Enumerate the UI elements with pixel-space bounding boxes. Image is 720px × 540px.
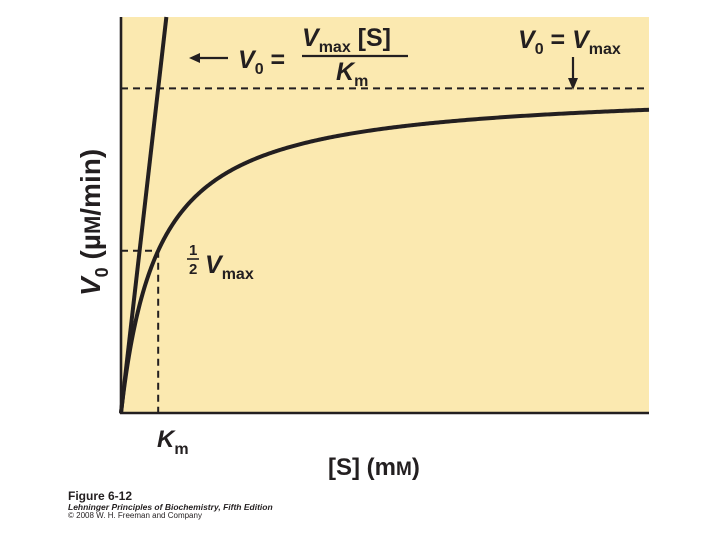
caption-copyright: © 2008 W. H. Freeman and Company	[68, 510, 202, 520]
km-tick-label: Km	[157, 426, 189, 458]
slope-eq-denominator: Km	[336, 58, 368, 90]
x-axis-title: [S] (mM)	[328, 454, 420, 481]
arrow-head-down	[568, 78, 578, 90]
arrow-head-left	[189, 53, 200, 63]
figure-caption: Figure 6-12 Lehninger Principles of Bioc…	[68, 490, 273, 520]
slope-eq-lhs: V0 =	[238, 46, 285, 78]
half-den: 2	[189, 261, 197, 278]
michaelis-menten-curve	[119, 107, 650, 415]
half-num: 1	[189, 242, 197, 259]
caption-book: Lehninger Principles of Biochemistry, Fi…	[68, 501, 273, 512]
plot-area	[121, 17, 649, 413]
slope-eq-numerator: Vmax [S]	[302, 24, 391, 56]
caption-figure: Figure 6-12	[68, 489, 133, 503]
y-axis-title: V0 (µM/min)	[75, 149, 112, 296]
half-vmax-text: Vmax	[205, 251, 254, 283]
vmax-eq-label: V0 = Vmax	[518, 26, 621, 58]
half-vmax-label: 1 2 Vmax	[187, 242, 254, 283]
vmax-equation: V0 = Vmax	[518, 26, 621, 90]
slope-equation: V0 = Vmax [S] Km	[189, 24, 408, 90]
